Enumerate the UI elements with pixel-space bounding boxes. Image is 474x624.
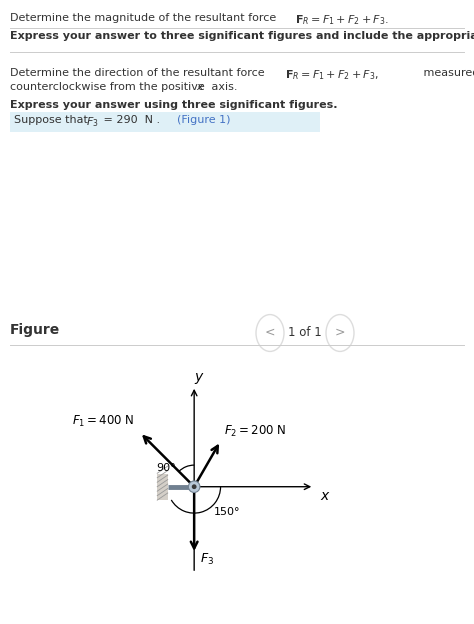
- Text: Determine the direction of the resultant force: Determine the direction of the resultant…: [10, 68, 268, 78]
- Text: $F_3$: $F_3$: [86, 115, 99, 129]
- Text: $\mathbf{F}_R = F_1 + F_2 + F_3,$: $\mathbf{F}_R = F_1 + F_2 + F_3,$: [285, 68, 379, 82]
- Text: y: y: [194, 369, 202, 384]
- Text: Determine the magnitude of the resultant force: Determine the magnitude of the resultant…: [10, 13, 280, 23]
- Text: Express your answer to three significant figures and include the appropriate uni: Express your answer to three significant…: [10, 31, 474, 41]
- Text: axis.: axis.: [208, 82, 237, 92]
- Text: measured: measured: [420, 68, 474, 78]
- Text: $\mathbf{F}_R = F_1 + F_2 + F_3.$: $\mathbf{F}_R = F_1 + F_2 + F_3.$: [295, 13, 389, 27]
- Text: 150°: 150°: [213, 507, 240, 517]
- Bar: [157, 474, 168, 500]
- Text: = 290  N .: = 290 N .: [100, 115, 164, 125]
- Text: $F_3$: $F_3$: [200, 552, 214, 567]
- Text: >: >: [335, 326, 345, 339]
- Text: $F_1 = 400$ N: $F_1 = 400$ N: [72, 414, 134, 429]
- Text: counterclockwise from the positive: counterclockwise from the positive: [10, 82, 208, 92]
- Text: <: <: [265, 326, 275, 339]
- Text: $x$: $x$: [196, 82, 205, 92]
- Text: Suppose that: Suppose that: [14, 115, 91, 125]
- Text: Express your answer using three significant figures.: Express your answer using three signific…: [10, 100, 337, 110]
- Circle shape: [188, 481, 200, 492]
- Text: 1 of 1: 1 of 1: [288, 326, 322, 339]
- Text: $F_2 = 200$ N: $F_2 = 200$ N: [224, 424, 287, 439]
- Text: Figure: Figure: [10, 323, 60, 337]
- Text: 90°: 90°: [156, 462, 176, 472]
- Text: (Figure 1): (Figure 1): [177, 115, 230, 125]
- Circle shape: [192, 484, 197, 489]
- Text: x: x: [320, 489, 328, 503]
